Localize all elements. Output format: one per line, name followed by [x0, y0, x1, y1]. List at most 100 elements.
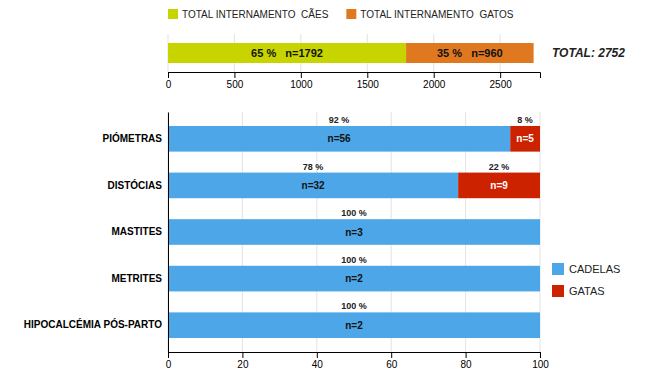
- legend-item: CADELAS: [552, 263, 620, 275]
- tick-label: 20: [237, 359, 249, 370]
- tick-mark: [391, 352, 392, 358]
- data-labels: 100 %n=2100 %n=2100 %n=378 %n=3292 %n=56…: [302, 115, 535, 331]
- annotation: TOTAL: 2752: [552, 46, 625, 60]
- tick-label: 40: [312, 359, 324, 370]
- tick: DISTÓCIAS: [108, 179, 168, 191]
- tick-label: DISTÓCIAS: [108, 179, 163, 191]
- legend: CADELAS GATAS: [552, 263, 620, 297]
- tick: 0: [166, 72, 172, 90]
- tick-mark: [234, 72, 235, 78]
- chart-1: 0 20 40 60 80 100 HIPOCALCÉMIA PÓS-PARTO METRIT…: [24, 112, 621, 370]
- count-label: n=56: [328, 133, 352, 144]
- tick-mark: [500, 72, 501, 78]
- data-label: 35 % n=960: [437, 47, 503, 59]
- tick-mark: [540, 352, 541, 358]
- tick: 80: [461, 352, 473, 370]
- tick-mark: [301, 72, 302, 78]
- tick: 2000: [423, 72, 446, 90]
- tick: 2500: [490, 72, 513, 90]
- tick-mark: [317, 352, 318, 358]
- tick: 500: [227, 72, 244, 90]
- legend-swatch: [346, 9, 356, 19]
- bar: [168, 126, 510, 152]
- tick-mark: [367, 72, 368, 78]
- bar: [406, 43, 534, 63]
- bar: [168, 266, 540, 292]
- bar: [510, 126, 540, 152]
- tick-label: 1500: [357, 79, 380, 90]
- tick: 40: [312, 352, 324, 370]
- axis-line: [169, 73, 541, 79]
- data-label: 22 %: [489, 162, 510, 172]
- tick: 60: [386, 352, 398, 370]
- grid-line: [168, 112, 169, 352]
- count-label: n=32: [302, 180, 326, 191]
- bar: [540, 219, 541, 245]
- count-label: n=9: [490, 180, 508, 191]
- tick-label: HIPOCALCÉMIA PÓS-PARTO: [24, 318, 162, 330]
- tick-label: 2500: [490, 79, 513, 90]
- tick: PIÓMETRAS: [103, 132, 168, 144]
- data-label: 65 % n=1792: [251, 47, 323, 59]
- tick-mark: [434, 72, 435, 78]
- count-label: n=2: [345, 273, 363, 284]
- tick-mark: [168, 352, 169, 358]
- data-labels: 65 % n=1792 35 % n=960: [251, 47, 503, 59]
- tick-label: 60: [386, 359, 398, 370]
- tick-label: 0: [166, 359, 172, 370]
- bar: [540, 266, 541, 292]
- data-label: 100 %: [341, 301, 367, 311]
- bar: [168, 173, 458, 199]
- chart-0: 0 500 1000 1500 2000 2500 65 % n=1792 35 % n=96…: [166, 8, 626, 91]
- legend: TOTAL INTERNAMENTO CÃES TOTAL INTERNAMENT…: [168, 8, 514, 20]
- tick: 100: [532, 352, 549, 370]
- tick-label: 100: [532, 359, 549, 370]
- data-label: 92 %: [329, 115, 350, 125]
- axis-line: [168, 113, 169, 353]
- tick: 1500: [357, 72, 380, 90]
- grid: [168, 112, 540, 352]
- count-label: n=3: [345, 227, 363, 238]
- tick: 20: [237, 352, 249, 370]
- x-axis: 0 500 1000 1500 2000 2500: [166, 72, 541, 90]
- tick: METRITES: [111, 273, 168, 284]
- data-label: 100 %: [341, 208, 367, 218]
- bar: [168, 43, 406, 63]
- chart-canvas: 0500100015002000250065 % n=179235 % n=96…: [0, 0, 660, 383]
- tick-label: 0: [166, 79, 172, 90]
- legend-label: CADELAS: [569, 263, 620, 275]
- data-label: 8 %: [517, 115, 533, 125]
- bar: [168, 312, 540, 338]
- legend-label: TOTAL INTERNAMENTO GATOS: [360, 9, 513, 20]
- legend-swatch: [168, 9, 178, 19]
- x-axis: 0 20 40 60 80 100: [166, 352, 550, 370]
- bar: [458, 173, 540, 199]
- tick-label: 1000: [290, 79, 313, 90]
- category-axis: HIPOCALCÉMIA PÓS-PARTO METRITES MASTITES DI…: [24, 113, 169, 353]
- tick-mark: [168, 72, 169, 78]
- legend-item: TOTAL INTERNAMENTO GATOS: [346, 9, 513, 20]
- tick-mark: [466, 352, 467, 358]
- tick-label: 2000: [423, 79, 446, 90]
- tick-mark: [242, 352, 243, 358]
- legend-swatch: [552, 285, 564, 297]
- tick: MASTITES: [111, 226, 168, 237]
- tick-label: 500: [227, 79, 244, 90]
- legend-item: TOTAL INTERNAMENTO CÃES: [168, 8, 329, 20]
- tick: 0: [166, 352, 172, 370]
- count-label: n=5: [516, 133, 534, 144]
- tick: 1000: [290, 72, 313, 90]
- axis-line: [169, 353, 541, 359]
- legend-item: GATAS: [552, 285, 605, 297]
- tick: HIPOCALCÉMIA PÓS-PARTO: [24, 318, 168, 330]
- data-label: 78 %: [303, 162, 324, 172]
- bars: [168, 126, 540, 338]
- legend-label: TOTAL INTERNAMENTO CÃES: [182, 8, 329, 20]
- legend-swatch: [552, 263, 564, 275]
- bars: [168, 43, 534, 63]
- data-label: 100 %: [341, 255, 367, 265]
- tick-label: 80: [461, 359, 473, 370]
- bar: [168, 219, 540, 245]
- tick-label: PIÓMETRAS: [103, 132, 163, 144]
- tick-label: METRITES: [111, 273, 162, 284]
